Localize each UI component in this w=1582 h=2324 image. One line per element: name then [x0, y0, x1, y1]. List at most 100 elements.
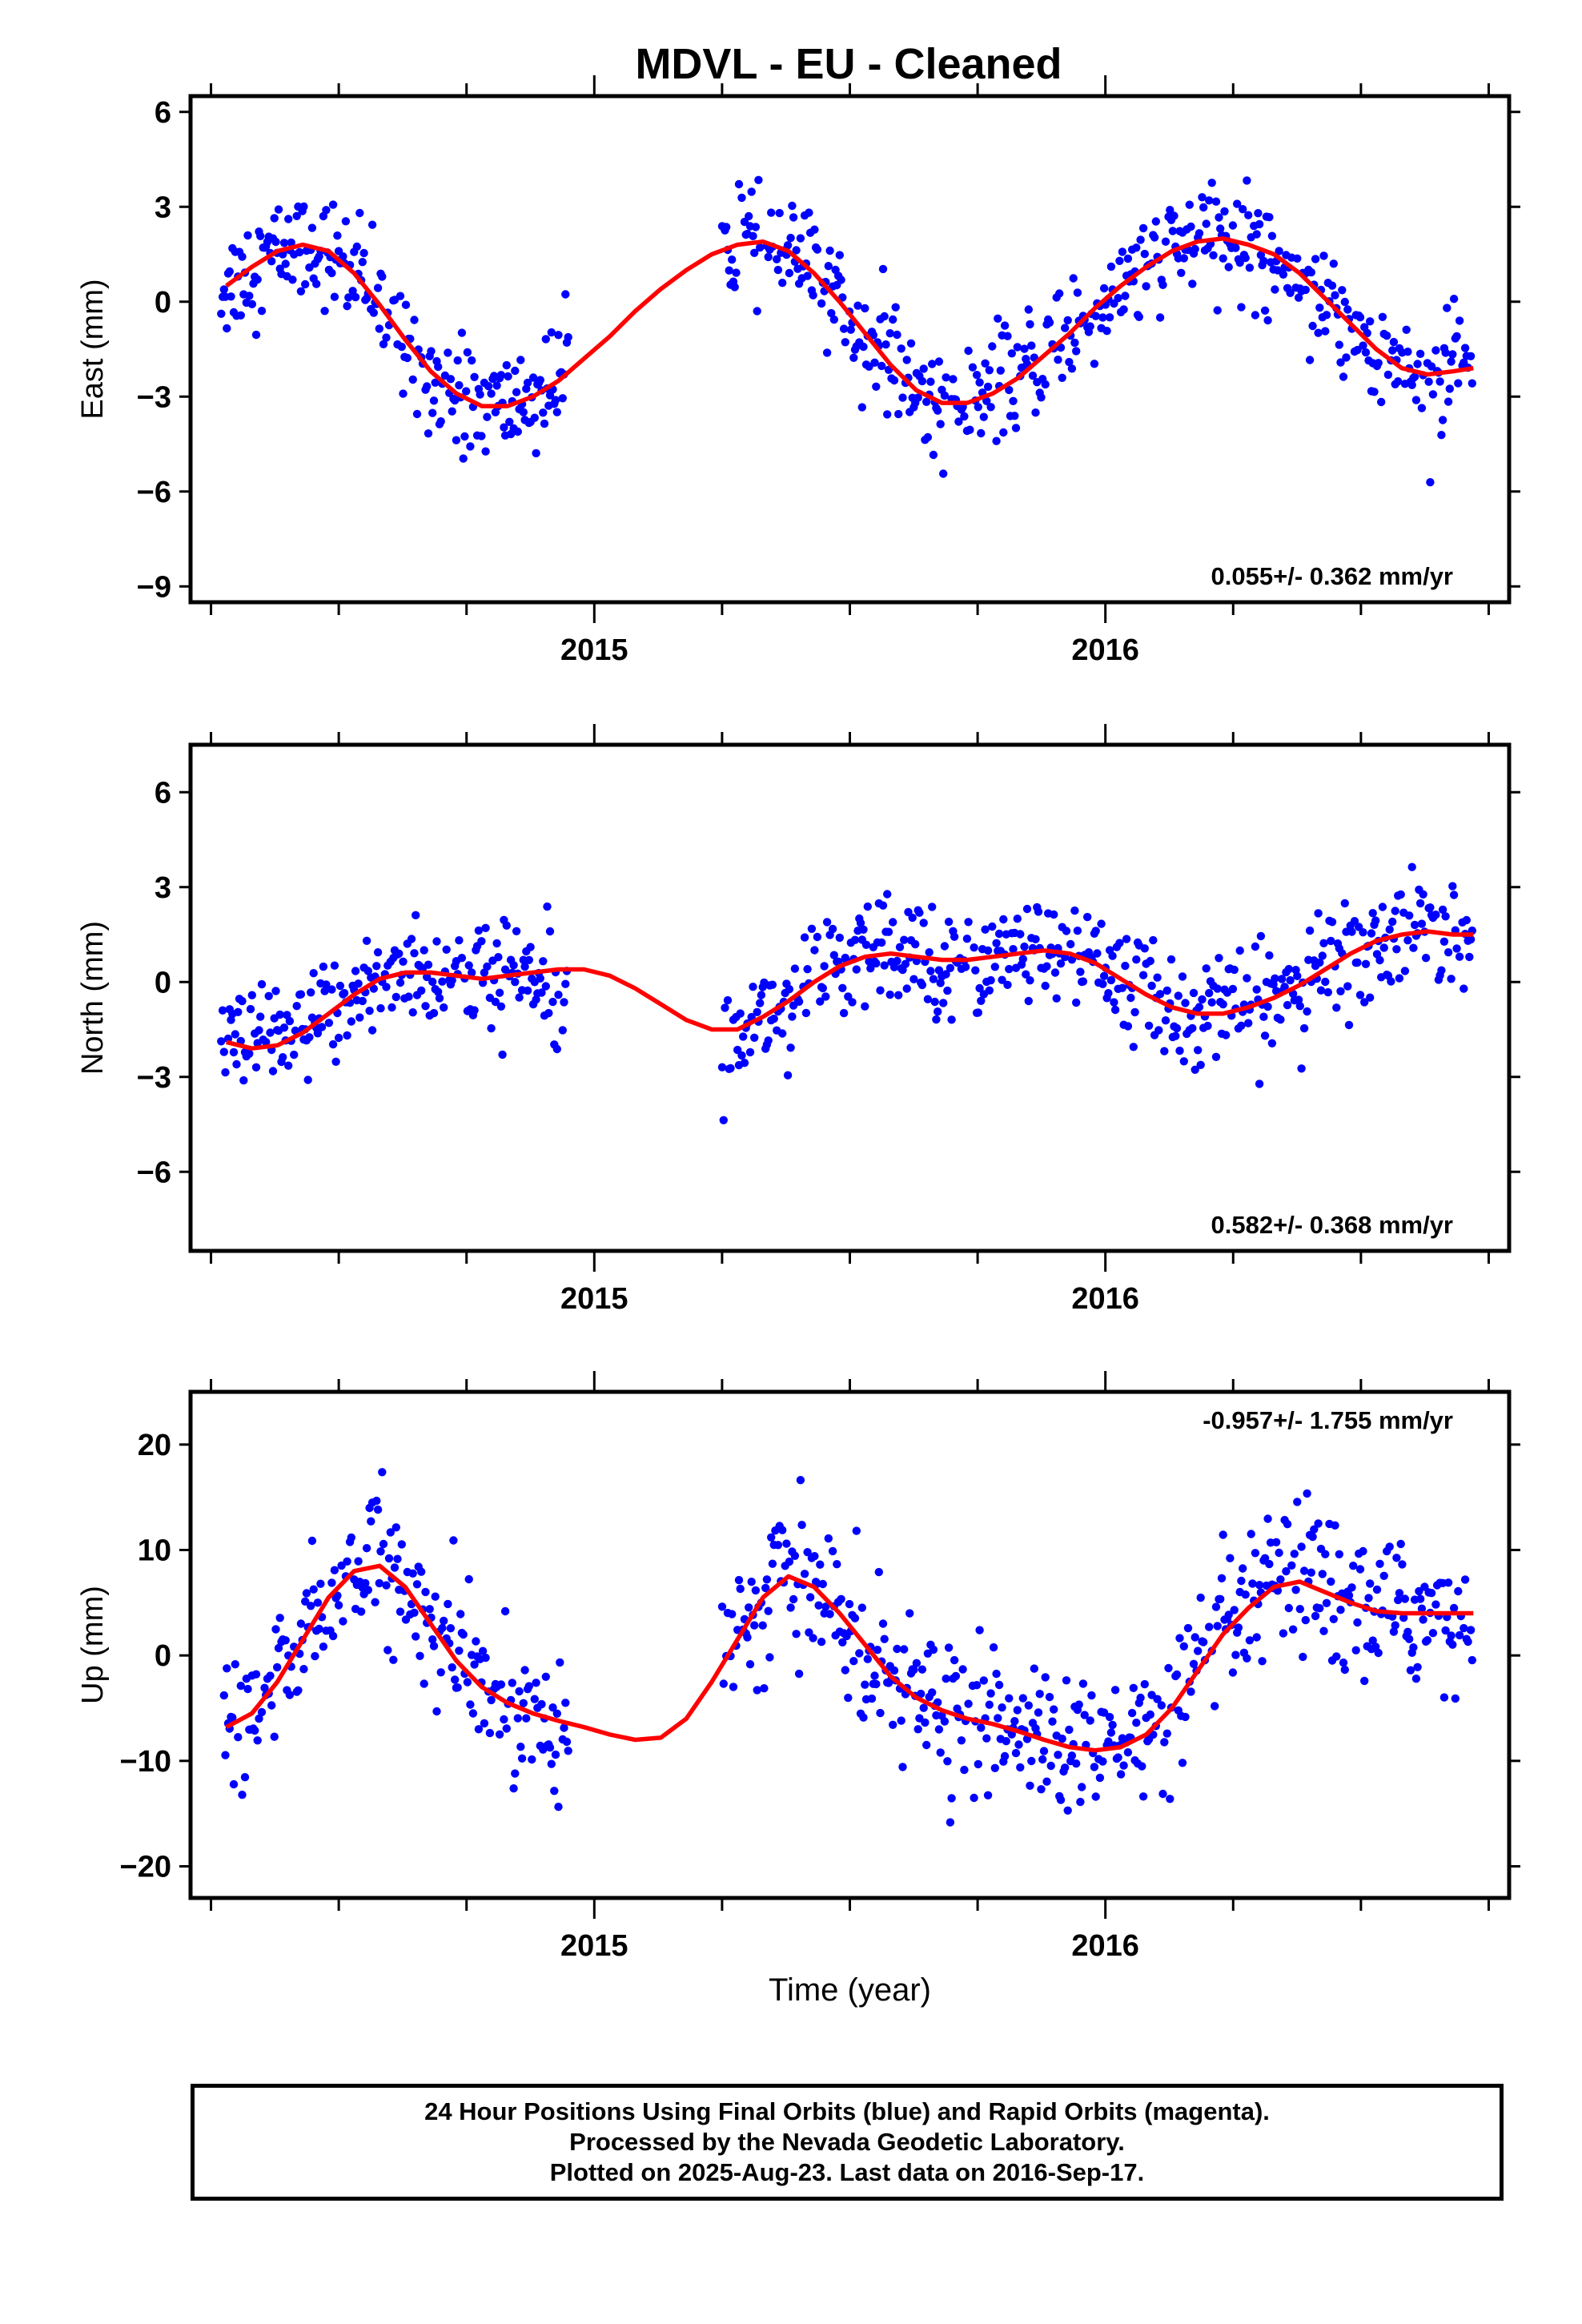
data-point: [1454, 1586, 1463, 1596]
data-point: [1011, 1748, 1021, 1758]
data-point: [1321, 1550, 1330, 1558]
data-point: [270, 214, 279, 223]
data-point: [492, 381, 501, 390]
data-point: [760, 1684, 769, 1693]
data-point: [396, 978, 405, 987]
data-point: [1005, 964, 1014, 974]
data-point: [358, 258, 367, 267]
data-point: [1121, 292, 1130, 300]
data-point: [767, 1533, 776, 1542]
data-point: [1460, 1623, 1468, 1633]
data-point: [866, 964, 875, 973]
data-point: [1024, 1701, 1034, 1710]
data-point: [1149, 935, 1158, 945]
data-point: [809, 291, 817, 300]
data-point: [1439, 1693, 1449, 1702]
data-point: [1307, 1568, 1316, 1577]
data-point: [376, 1547, 385, 1556]
data-point: [719, 1116, 728, 1125]
data-point: [271, 1625, 280, 1634]
data-point: [816, 1560, 825, 1569]
data-point: [354, 1557, 363, 1566]
data-point: [728, 1610, 737, 1618]
data-point: [251, 330, 261, 340]
data-point: [1181, 1712, 1190, 1722]
data-point: [990, 963, 1000, 971]
data-point: [1080, 1711, 1089, 1719]
data-point: [287, 238, 295, 247]
data-point: [256, 1012, 265, 1021]
data-point: [1327, 1577, 1335, 1586]
data-point: [841, 338, 850, 347]
data-point: [719, 1679, 728, 1688]
data-point: [495, 1730, 504, 1739]
data-point: [328, 1631, 338, 1641]
data-point: [1342, 353, 1351, 362]
data-point: [1122, 935, 1131, 943]
footer-line-3: Plotted on 2025-Aug-23. Last data on 201…: [549, 2158, 1145, 2186]
data-point: [487, 1695, 496, 1705]
data-point: [1321, 977, 1330, 987]
data-point: [1286, 975, 1295, 985]
data-point: [893, 1644, 901, 1654]
data-point: [1426, 903, 1435, 912]
data-point: [943, 986, 952, 995]
data-point: [881, 340, 890, 349]
data-point: [957, 1736, 966, 1745]
data-point: [1078, 1783, 1086, 1791]
data-point: [850, 1614, 860, 1622]
data-point: [1196, 1060, 1205, 1070]
data-point: [480, 1719, 489, 1728]
data-point: [273, 1663, 282, 1672]
data-point: [412, 409, 422, 419]
data-point: [1160, 1738, 1169, 1747]
data-point: [1260, 306, 1270, 315]
data-point: [217, 1037, 226, 1046]
data-point: [492, 939, 501, 948]
data-point: [1400, 1594, 1410, 1603]
data-point: [1129, 1683, 1138, 1692]
data-point: [1403, 348, 1412, 356]
data-point: [408, 375, 417, 384]
data-point: [1340, 1665, 1350, 1675]
data-point: [986, 403, 995, 412]
data-point: [500, 965, 510, 974]
data-point: [296, 287, 306, 296]
data-point: [532, 448, 540, 458]
data-point: [1034, 1708, 1043, 1717]
data-point: [436, 417, 445, 426]
data-point: [319, 1642, 328, 1651]
data-point: [1123, 1022, 1133, 1031]
data-point: [1398, 1560, 1407, 1569]
data-point: [470, 1006, 479, 1015]
data-point: [934, 406, 942, 415]
data-point: [1271, 974, 1279, 983]
data-point: [1199, 1638, 1208, 1647]
data-point: [898, 393, 907, 402]
data-point: [758, 1621, 767, 1630]
data-point: [523, 986, 532, 995]
data-point: [943, 1757, 952, 1766]
data-point: [512, 388, 521, 396]
data-point: [1370, 388, 1379, 396]
data-point: [936, 1748, 945, 1757]
data-point: [1417, 404, 1427, 412]
data-point: [554, 1803, 563, 1811]
data-point: [743, 1633, 752, 1642]
data-point: [1428, 1629, 1438, 1638]
data-point: [822, 348, 832, 357]
data-point: [1415, 899, 1425, 908]
data-point: [1239, 205, 1247, 214]
data-point: [773, 1541, 783, 1550]
data-point: [530, 413, 539, 422]
data-point: [750, 1621, 759, 1630]
data-point: [1037, 393, 1046, 402]
data-point: [410, 316, 419, 324]
data-point: [821, 1602, 830, 1611]
data-point: [1038, 1755, 1047, 1764]
data-point: [1106, 975, 1116, 985]
data-point: [460, 432, 469, 441]
data-point: [1319, 251, 1328, 260]
x-tick-label: 2015: [560, 1282, 628, 1316]
data-point: [728, 255, 737, 264]
